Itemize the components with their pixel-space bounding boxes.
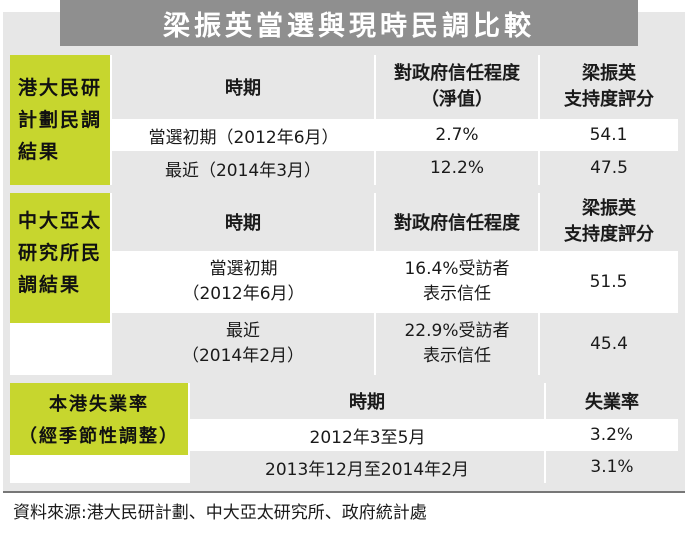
hku-row-period: 最近（2014年3月） (112, 151, 375, 185)
hku-header-trust-note: （淨值） (421, 89, 493, 110)
unemployment-label-l2: （經季節性調整） (19, 426, 179, 447)
cuhk-label-line: 調結果 (18, 274, 82, 296)
table-row: 2012年3至5月 3.2% (190, 419, 678, 451)
source-note: 資料來源:港大民研計劃、中大亞太研究所、政府統計處 (3, 491, 685, 534)
hku-header-rating-l2: 支持度評分 (564, 89, 654, 110)
cuhk-label-line: 中大亞太 (18, 210, 103, 232)
unemployment-row-period: 2013年12月至2014年2月 (190, 451, 545, 483)
cuhk-row-period-l1: 最近 (226, 321, 260, 341)
cuhk-row-period: 當選初期 （2012年6月） (112, 251, 375, 313)
cuhk-table: 時期 對政府信任程度 梁振英 支持度評分 當選初期 （2012年6月） 16.4… (112, 193, 678, 375)
table-row: 當選初期 （2012年6月） 16.4%受訪者 表示信任 51.5 (112, 251, 678, 313)
unemployment-row-rate: 3.1% (544, 451, 678, 483)
table-row: 當選初期（2012年6月） 2.7% 54.1 (112, 119, 678, 151)
hku-header-rating: 梁振英 支持度評分 (538, 55, 678, 119)
hku-row-trust: 12.2% (374, 151, 539, 185)
unemployment-row-period: 2012年3至5月 (190, 419, 545, 451)
unemployment-row-rate: 3.2% (545, 419, 678, 451)
unemployment-header-period: 時期 (190, 383, 545, 419)
cuhk-label-line: 研究所民 (18, 242, 103, 264)
cuhk-row-rating: 45.4 (538, 313, 678, 375)
cuhk-row-period: 最近 （2014年2月） (112, 313, 375, 375)
cuhk-row-trust-l1: 16.4%受訪者 (404, 259, 510, 279)
cuhk-row-period-l2: （2012年6月） (182, 284, 305, 304)
hku-row-trust: 2.7% (375, 119, 539, 151)
hku-header-period: 時期 (112, 55, 375, 119)
hku-row-period: 當選初期（2012年6月） (112, 119, 375, 151)
hku-label-line: 港大民研 (18, 77, 103, 99)
hku-header-rating-l1: 梁振英 (582, 63, 636, 84)
hku-label-line: 計劃民調 (18, 109, 103, 131)
cuhk-row-trust: 16.4%受訪者 表示信任 (375, 251, 539, 313)
table-row: 最近（2014年3月） 12.2% 47.5 (112, 151, 678, 185)
table-row: 最近 （2014年2月） 22.9%受訪者 表示信任 45.4 (112, 313, 678, 375)
hku-label: 港大民研 計劃民調 結果 (10, 55, 110, 185)
cuhk-row-period-l1: 當選初期 (209, 259, 278, 279)
cuhk-row-period-l2: （2014年2月） (181, 346, 305, 366)
unemployment-table: 時期 失業率 2012年3至5月 3.2% (190, 383, 678, 451)
unemployment-table-last: 2013年12月至2014年2月 3.1% (190, 451, 678, 483)
cuhk-row-trust-l2: 表示信任 (423, 284, 491, 304)
cuhk-header-trust: 對政府信任程度 (374, 193, 539, 251)
hku-label-line: 結果 (18, 141, 61, 163)
cuhk-header-rating-l1: 梁振英 (582, 198, 636, 219)
cuhk-header-rating-l2: 支持度評分 (564, 224, 654, 245)
hku-header-trust-text: 對政府信任程度 (394, 63, 520, 84)
unemployment-header-rate: 失業率 (544, 383, 678, 419)
cuhk-row-trust-l2: 表示信任 (423, 346, 491, 366)
hku-row-rating: 47.5 (538, 151, 678, 185)
hku-table: 時期 對政府信任程度 （淨值） 梁振英 支持度評分 當選初期（2012年6月） … (112, 55, 678, 185)
cuhk-row-trust-l1: 22.9%受訪者 (404, 321, 510, 341)
unemployment-label-l1: 本港失業率 (49, 394, 149, 415)
cuhk-row-trust: 22.9%受訪者 表示信任 (374, 313, 539, 375)
cuhk-row-rating: 51.5 (539, 251, 678, 313)
page-title: 梁振英當選與現時民調比較 (60, 0, 638, 46)
hku-row-rating: 54.1 (539, 119, 678, 151)
table-row: 2013年12月至2014年2月 3.1% (190, 451, 678, 483)
unemployment-label: 本港失業率 （經季節性調整） (10, 383, 188, 455)
cuhk-label: 中大亞太 研究所民 調結果 (10, 193, 110, 323)
hku-header-trust: 對政府信任程度 （淨值） (374, 55, 539, 119)
cuhk-header-period: 時期 (112, 193, 375, 251)
cuhk-header-rating: 梁振英 支持度評分 (538, 193, 678, 251)
